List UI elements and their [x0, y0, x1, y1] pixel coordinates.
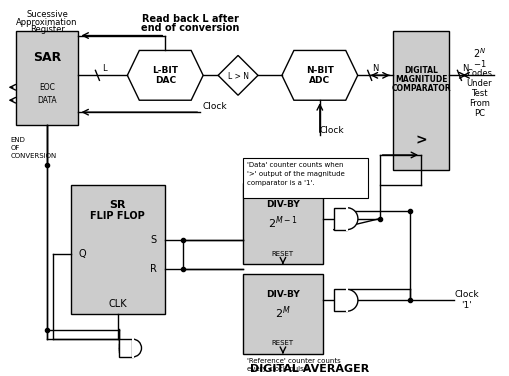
Text: S: S — [150, 235, 156, 244]
Text: COMPARATOR: COMPARATOR — [391, 84, 451, 93]
Text: DIV-BY: DIV-BY — [266, 200, 300, 209]
Text: DATA: DATA — [37, 96, 57, 105]
Bar — [243, 183, 323, 264]
Text: CLK: CLK — [108, 299, 127, 309]
Text: Q: Q — [79, 250, 87, 259]
Text: Codes: Codes — [466, 69, 492, 78]
Text: OF: OF — [11, 145, 20, 151]
Text: 'Data' counter counts when: 'Data' counter counts when — [247, 162, 344, 168]
Text: DIGITAL AVERAGER: DIGITAL AVERAGER — [250, 364, 370, 374]
Text: R: R — [150, 264, 157, 274]
Text: SR: SR — [109, 200, 126, 210]
Text: L: L — [102, 64, 107, 73]
Bar — [334, 208, 347, 230]
Text: PC: PC — [474, 109, 485, 118]
Text: '1': '1' — [461, 301, 472, 310]
Text: ADC: ADC — [309, 76, 330, 85]
Bar — [243, 158, 367, 198]
Text: end of conversion: end of conversion — [141, 23, 239, 33]
Text: $2^M$: $2^M$ — [275, 304, 291, 320]
Text: every clock pulse: every clock pulse — [247, 366, 308, 372]
Text: $-1$: $-1$ — [473, 58, 486, 69]
Text: Clock: Clock — [454, 290, 479, 299]
Text: >: > — [415, 133, 427, 147]
Text: N: N — [373, 64, 379, 73]
Text: END: END — [11, 137, 25, 143]
Bar — [71, 185, 165, 314]
Text: EOC: EOC — [39, 83, 55, 92]
Polygon shape — [218, 55, 258, 95]
Wedge shape — [132, 339, 142, 357]
Text: From: From — [469, 99, 490, 108]
Text: Register: Register — [30, 25, 65, 34]
Bar — [243, 274, 323, 354]
Text: $2^N$: $2^N$ — [473, 47, 486, 60]
Polygon shape — [127, 50, 203, 100]
Text: Clock: Clock — [203, 102, 228, 111]
Text: Under: Under — [467, 79, 492, 88]
Text: Test: Test — [471, 89, 488, 98]
Text: RESET: RESET — [272, 252, 294, 258]
Bar — [392, 30, 449, 170]
Bar — [120, 339, 132, 357]
Text: RESET: RESET — [272, 340, 294, 346]
Text: DIV-BY: DIV-BY — [266, 290, 300, 299]
Text: DIGITAL: DIGITAL — [404, 66, 438, 75]
Text: '>' output of the magnitude: '>' output of the magnitude — [247, 171, 345, 177]
Text: comparator is a '1'.: comparator is a '1'. — [247, 180, 315, 186]
Text: DAC: DAC — [155, 76, 176, 85]
Text: FLIP FLOP: FLIP FLOP — [91, 211, 145, 221]
Text: L-BIT: L-BIT — [152, 66, 178, 75]
Text: N-BIT: N-BIT — [306, 66, 334, 75]
Text: SAR: SAR — [33, 51, 61, 64]
Bar — [334, 289, 347, 311]
Text: Read back L after: Read back L after — [142, 14, 239, 24]
Text: Clock: Clock — [320, 126, 344, 135]
Bar — [16, 30, 78, 125]
Text: 'Reference' counter counts: 'Reference' counter counts — [247, 358, 341, 364]
Text: L > N: L > N — [228, 72, 248, 81]
Text: CONVERSION: CONVERSION — [11, 153, 57, 159]
Polygon shape — [282, 50, 358, 100]
Text: Approximation: Approximation — [16, 18, 78, 27]
Text: Sucessive: Sucessive — [26, 10, 68, 19]
Wedge shape — [347, 208, 358, 230]
Text: $2^{M-1}$: $2^{M-1}$ — [268, 214, 298, 231]
Wedge shape — [347, 289, 358, 311]
Text: N: N — [462, 64, 469, 73]
Text: MAGNITUDE: MAGNITUDE — [395, 75, 447, 84]
